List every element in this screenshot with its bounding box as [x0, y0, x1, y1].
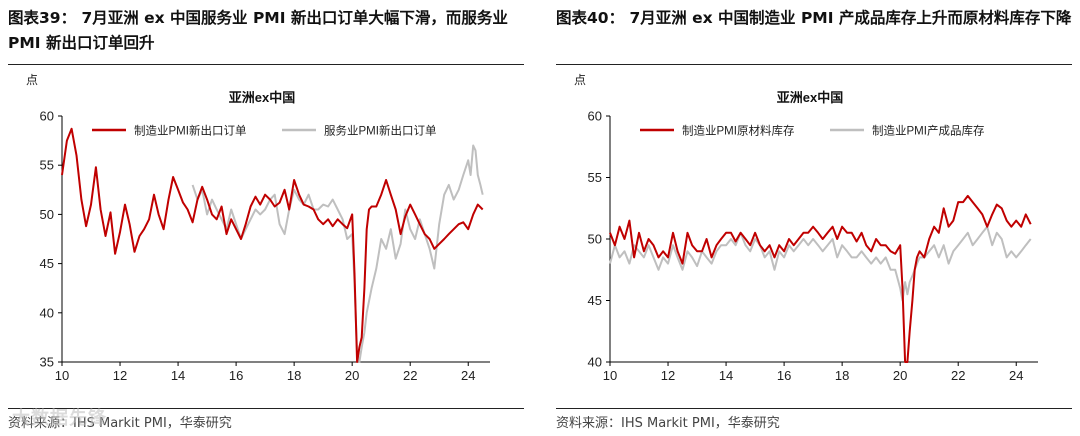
- y-axis-unit-label: 点: [574, 73, 586, 87]
- right-figure-panel: 图表40： 7月亚洲 ex 中国制造业 PMI 产成品库存上升而原材料库存下降 …: [556, 0, 1072, 436]
- y-tick-label: 50: [40, 207, 54, 222]
- series-line-1: [609, 194, 1032, 363]
- series-line-2: [609, 225, 1032, 302]
- top-rule: [8, 64, 524, 65]
- figure-40-title: 图表40： 7月亚洲 ex 中国制造业 PMI 产成品库存上升而原材料库存下降: [556, 9, 1072, 27]
- x-tick-label: 20: [345, 368, 359, 383]
- series-line-2: [191, 144, 484, 363]
- y-tick-label: 40: [40, 305, 54, 320]
- source-note: 资料来源：IHS Markit PMI，华泰研究: [8, 416, 232, 431]
- watermark-text: 大数据先锋: [12, 408, 107, 429]
- x-tick-label: 16: [777, 368, 791, 383]
- x-tick-label: 14: [719, 368, 733, 383]
- y-tick-label: 60: [588, 109, 602, 124]
- x-tick-label: 20: [893, 368, 907, 383]
- x-tick-label: 24: [461, 368, 475, 383]
- x-tick-label: 16: [229, 368, 243, 383]
- y-tick-label: 55: [40, 158, 54, 173]
- x-tick-label: 12: [661, 368, 675, 383]
- legend-label: 服务业PMI新出口订单: [324, 124, 436, 138]
- top-rule: [556, 64, 1072, 65]
- bottom-rule: [556, 408, 1072, 409]
- chart-title: 亚洲ex中国: [229, 90, 295, 105]
- x-tick-label: 22: [403, 368, 417, 383]
- x-tick-label: 10: [603, 368, 617, 383]
- x-tick-label: 24: [1009, 368, 1023, 383]
- bottom-rule: [8, 408, 524, 409]
- x-tick-label: 18: [287, 368, 301, 383]
- x-tick-label: 22: [951, 368, 965, 383]
- legend-label: 制造业PMI原材料库存: [682, 124, 794, 138]
- y-tick-label: 45: [40, 256, 54, 271]
- x-tick-label: 14: [171, 368, 185, 383]
- y-tick-label: 50: [588, 232, 602, 247]
- y-tick-label: 60: [40, 109, 54, 124]
- x-tick-label: 18: [835, 368, 849, 383]
- y-axis-unit-label: 点: [26, 73, 38, 87]
- y-tick-label: 55: [588, 170, 602, 185]
- y-tick-label: 45: [588, 293, 602, 308]
- source-note: 资料来源：IHS Markit PMI，华泰研究: [556, 416, 780, 431]
- chart-title: 亚洲ex中国: [777, 90, 843, 105]
- y-tick-label: 35: [40, 355, 54, 370]
- x-tick-label: 12: [113, 368, 127, 383]
- y-tick-label: 40: [588, 355, 602, 370]
- series-line-1: [61, 127, 484, 363]
- legend-label: 制造业PMI产成品库存: [872, 124, 984, 138]
- left-figure-panel: 图表39： 7月亚洲 ex 中国服务业 PMI 新出口订单大幅下滑，而服务业 P…: [8, 0, 524, 436]
- x-tick-label: 10: [55, 368, 69, 383]
- figure-39-title: 图表39： 7月亚洲 ex 中国服务业 PMI 新出口订单大幅下滑，而服务业 P…: [8, 9, 508, 52]
- legend-label: 制造业PMI新出口订单: [134, 124, 246, 138]
